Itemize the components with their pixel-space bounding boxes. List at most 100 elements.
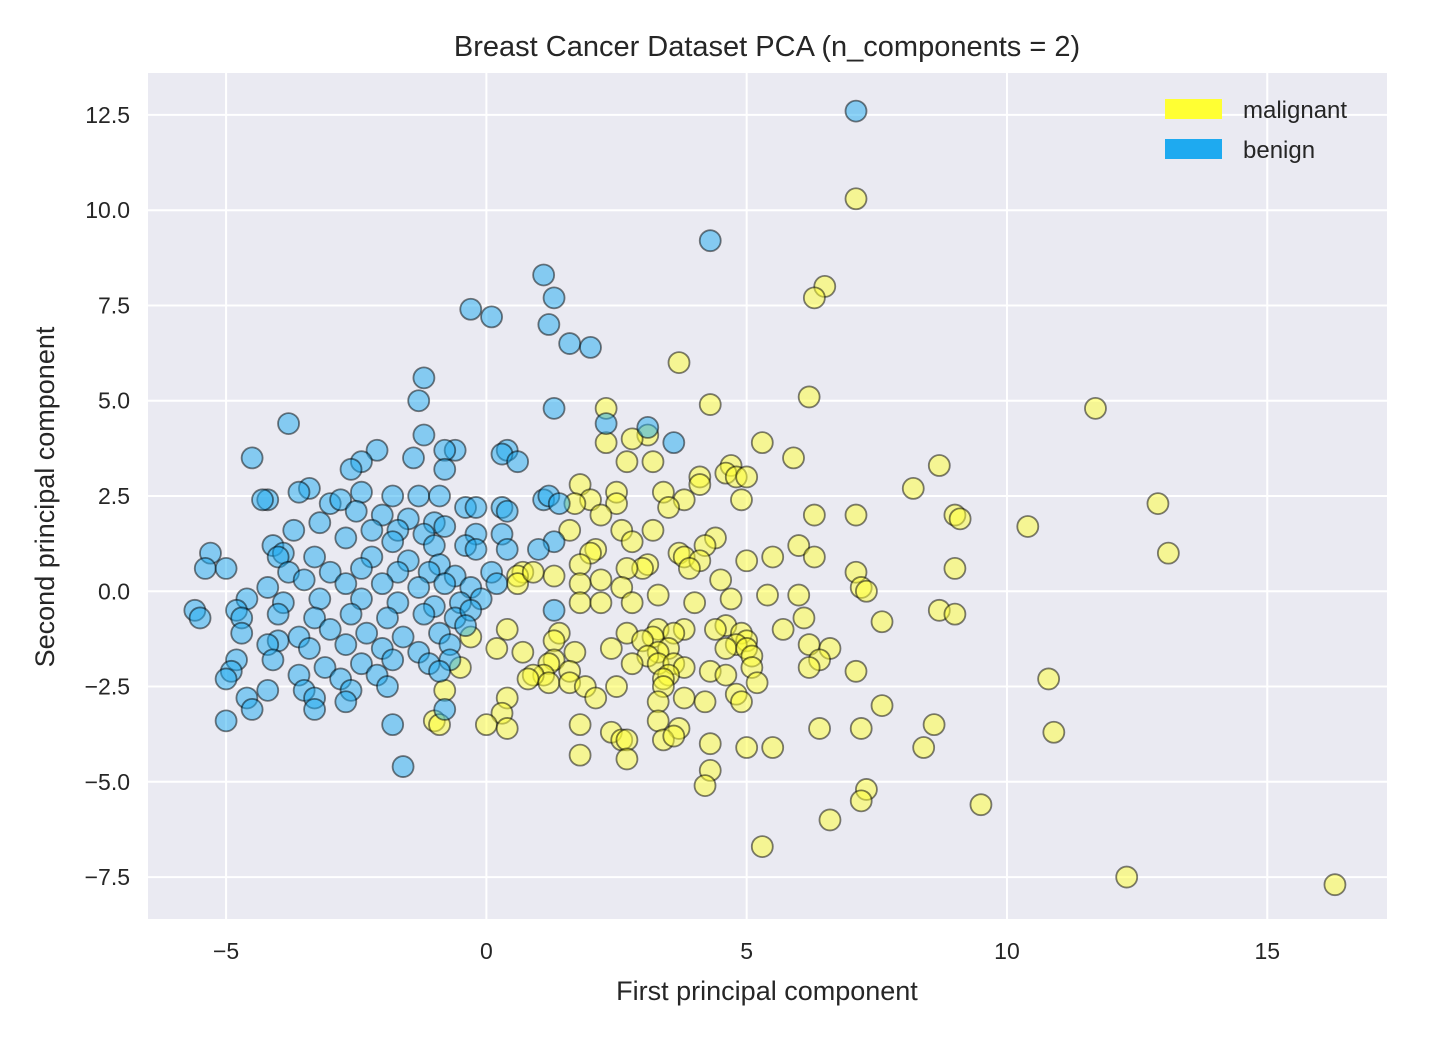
- y-tick-label: 7.5: [98, 292, 130, 318]
- point-benign: [334, 572, 358, 596]
- point-malignant: [688, 473, 712, 496]
- point-malignant: [870, 610, 894, 634]
- point-malignant: [943, 557, 967, 580]
- point-benign: [381, 530, 405, 554]
- point-malignant: [683, 591, 707, 615]
- point-benign: [256, 576, 280, 599]
- point-malignant: [615, 728, 639, 752]
- point-malignant: [584, 686, 608, 710]
- point-malignant: [844, 659, 868, 683]
- point-malignant: [485, 637, 509, 660]
- y-axis-label: Second principal component: [30, 326, 60, 667]
- point-malignant: [657, 496, 680, 519]
- point-malignant: [542, 629, 566, 653]
- point-malignant: [771, 617, 795, 641]
- x-tick-label: 10: [994, 938, 1020, 964]
- point-malignant: [433, 678, 457, 702]
- point-malignant: [969, 793, 993, 817]
- point-malignant: [589, 591, 613, 615]
- y-tick-label: 10.0: [85, 197, 130, 223]
- point-benign: [261, 648, 285, 672]
- point-malignant: [761, 545, 785, 569]
- point-benign: [350, 652, 373, 676]
- y-tick-label: 0.0: [98, 578, 130, 604]
- point-malignant: [646, 583, 670, 607]
- point-malignant: [802, 545, 826, 569]
- point-malignant: [735, 736, 759, 759]
- point-benign: [214, 557, 238, 580]
- point-malignant: [704, 617, 727, 641]
- point-benign: [485, 572, 509, 596]
- point-malignant: [761, 736, 785, 759]
- point-benign: [318, 560, 342, 584]
- point-benign: [240, 446, 264, 470]
- point-malignant: [672, 686, 696, 710]
- y-tick-label: 12.5: [85, 102, 130, 128]
- point-benign: [542, 598, 566, 622]
- point-malignant: [1037, 667, 1061, 691]
- point-malignant: [646, 709, 670, 733]
- point-benign: [350, 480, 373, 504]
- point-benign: [297, 637, 321, 660]
- point-malignant: [714, 663, 738, 687]
- point-malignant: [735, 465, 759, 489]
- point-benign: [844, 99, 868, 123]
- point-benign: [230, 621, 254, 645]
- point-benign: [433, 515, 457, 538]
- series-benign: [183, 99, 868, 778]
- point-malignant: [620, 427, 644, 451]
- point-malignant: [1323, 873, 1347, 897]
- legend-swatch-benign: [1165, 139, 1222, 159]
- point-malignant: [870, 694, 894, 717]
- point-benign: [240, 698, 264, 721]
- point-malignant: [844, 187, 868, 211]
- point-malignant: [641, 450, 665, 474]
- point-malignant: [1042, 720, 1066, 744]
- point-benign: [313, 656, 337, 679]
- point-benign: [303, 698, 326, 721]
- point-benign: [459, 297, 483, 321]
- point-malignant: [620, 591, 644, 615]
- legend-swatch-malignant: [1165, 99, 1222, 119]
- point-malignant: [808, 717, 831, 740]
- point-malignant: [756, 583, 779, 607]
- point-malignant: [563, 640, 587, 664]
- point-benign: [422, 534, 446, 557]
- point-malignant: [1156, 541, 1180, 565]
- point-malignant: [516, 667, 540, 691]
- point-malignant: [750, 835, 774, 858]
- point-malignant: [568, 553, 592, 576]
- point-benign: [558, 332, 582, 355]
- point-benign: [433, 698, 457, 721]
- point-malignant: [948, 507, 972, 531]
- point-benign: [256, 678, 280, 702]
- point-benign: [464, 537, 488, 561]
- point-malignant: [943, 602, 967, 626]
- point-malignant: [641, 518, 665, 542]
- x-tick-label: −5: [213, 938, 239, 964]
- point-malignant: [901, 476, 925, 500]
- point-malignant: [922, 713, 946, 737]
- point-malignant: [730, 488, 753, 512]
- point-malignant: [698, 393, 722, 416]
- point-benign: [594, 412, 618, 435]
- point-malignant: [849, 789, 873, 813]
- point-benign: [214, 667, 238, 691]
- series-malignant: [422, 187, 1347, 897]
- point-benign: [464, 496, 488, 519]
- point-benign: [412, 423, 436, 447]
- point-benign: [407, 389, 431, 413]
- point-benign: [303, 545, 326, 569]
- point-malignant: [693, 690, 717, 714]
- point-benign: [282, 518, 306, 542]
- point-benign: [308, 511, 332, 535]
- point-benign: [636, 416, 660, 439]
- point-malignant: [782, 446, 805, 470]
- point-benign: [547, 492, 571, 516]
- chart-title: Breast Cancer Dataset PCA (n_components …: [454, 31, 1080, 63]
- point-malignant: [693, 774, 717, 798]
- point-malignant: [927, 454, 951, 477]
- point-benign: [292, 568, 316, 592]
- legend-label-benign: benign: [1243, 137, 1315, 164]
- point-benign: [355, 621, 379, 645]
